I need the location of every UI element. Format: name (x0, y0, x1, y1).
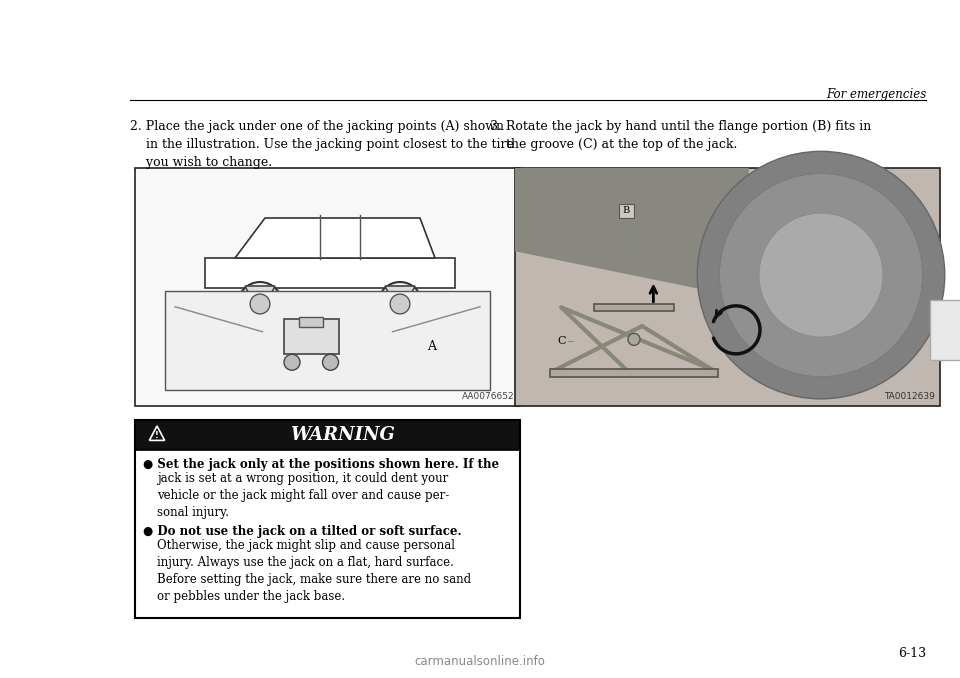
Bar (135, 420, 520, 618)
Text: WARNING: WARNING (291, 426, 396, 444)
Text: ● Do not use the jack on a tilted or soft surface.: ● Do not use the jack on a tilted or sof… (143, 525, 462, 538)
Text: AA0076652: AA0076652 (463, 392, 515, 401)
Bar (619, 204, 634, 218)
Bar (135, 450, 520, 618)
Text: A: A (427, 340, 436, 353)
Circle shape (697, 151, 945, 399)
Circle shape (238, 282, 282, 326)
Circle shape (759, 213, 883, 337)
Bar (300, 317, 324, 327)
Text: 2. Place the jack under one of the jacking points (A) shown
    in the illustrat: 2. Place the jack under one of the jacki… (130, 120, 514, 169)
Polygon shape (385, 286, 415, 316)
Circle shape (251, 294, 270, 314)
Polygon shape (245, 286, 275, 316)
Circle shape (390, 294, 410, 314)
Bar (165, 291, 490, 390)
Polygon shape (515, 168, 749, 299)
Bar (135, 168, 520, 406)
Text: 6: 6 (945, 323, 955, 337)
Text: 3. Rotate the jack by hand until the flange portion (B) fits in
    the groove (: 3. Rotate the jack by hand until the fla… (490, 120, 871, 151)
Text: jack is set at a wrong position, it could dent your
vehicle or the jack might fa: jack is set at a wrong position, it coul… (157, 472, 449, 519)
Bar (205, 258, 455, 288)
Bar (284, 319, 339, 354)
Circle shape (323, 354, 339, 370)
Bar (550, 370, 718, 378)
Bar (593, 304, 674, 311)
Polygon shape (150, 426, 165, 441)
Text: carmanualsonline.info: carmanualsonline.info (415, 655, 545, 668)
Text: For emergencies: For emergencies (827, 88, 926, 101)
Polygon shape (235, 218, 435, 258)
Bar (930, 300, 960, 360)
Text: TA0012639: TA0012639 (884, 392, 935, 401)
Text: !: ! (156, 431, 159, 439)
Bar (135, 420, 520, 450)
Circle shape (378, 282, 422, 326)
Text: C: C (558, 336, 566, 346)
Circle shape (719, 174, 923, 376)
Circle shape (628, 334, 640, 345)
Text: Otherwise, the jack might slip and cause personal
injury. Always use the jack on: Otherwise, the jack might slip and cause… (157, 539, 471, 603)
Circle shape (284, 354, 300, 370)
Text: B: B (622, 206, 630, 216)
Text: ● Set the jack only at the positions shown here. If the: ● Set the jack only at the positions sho… (143, 458, 499, 471)
Text: 6-13: 6-13 (899, 647, 926, 660)
Bar (515, 168, 940, 406)
